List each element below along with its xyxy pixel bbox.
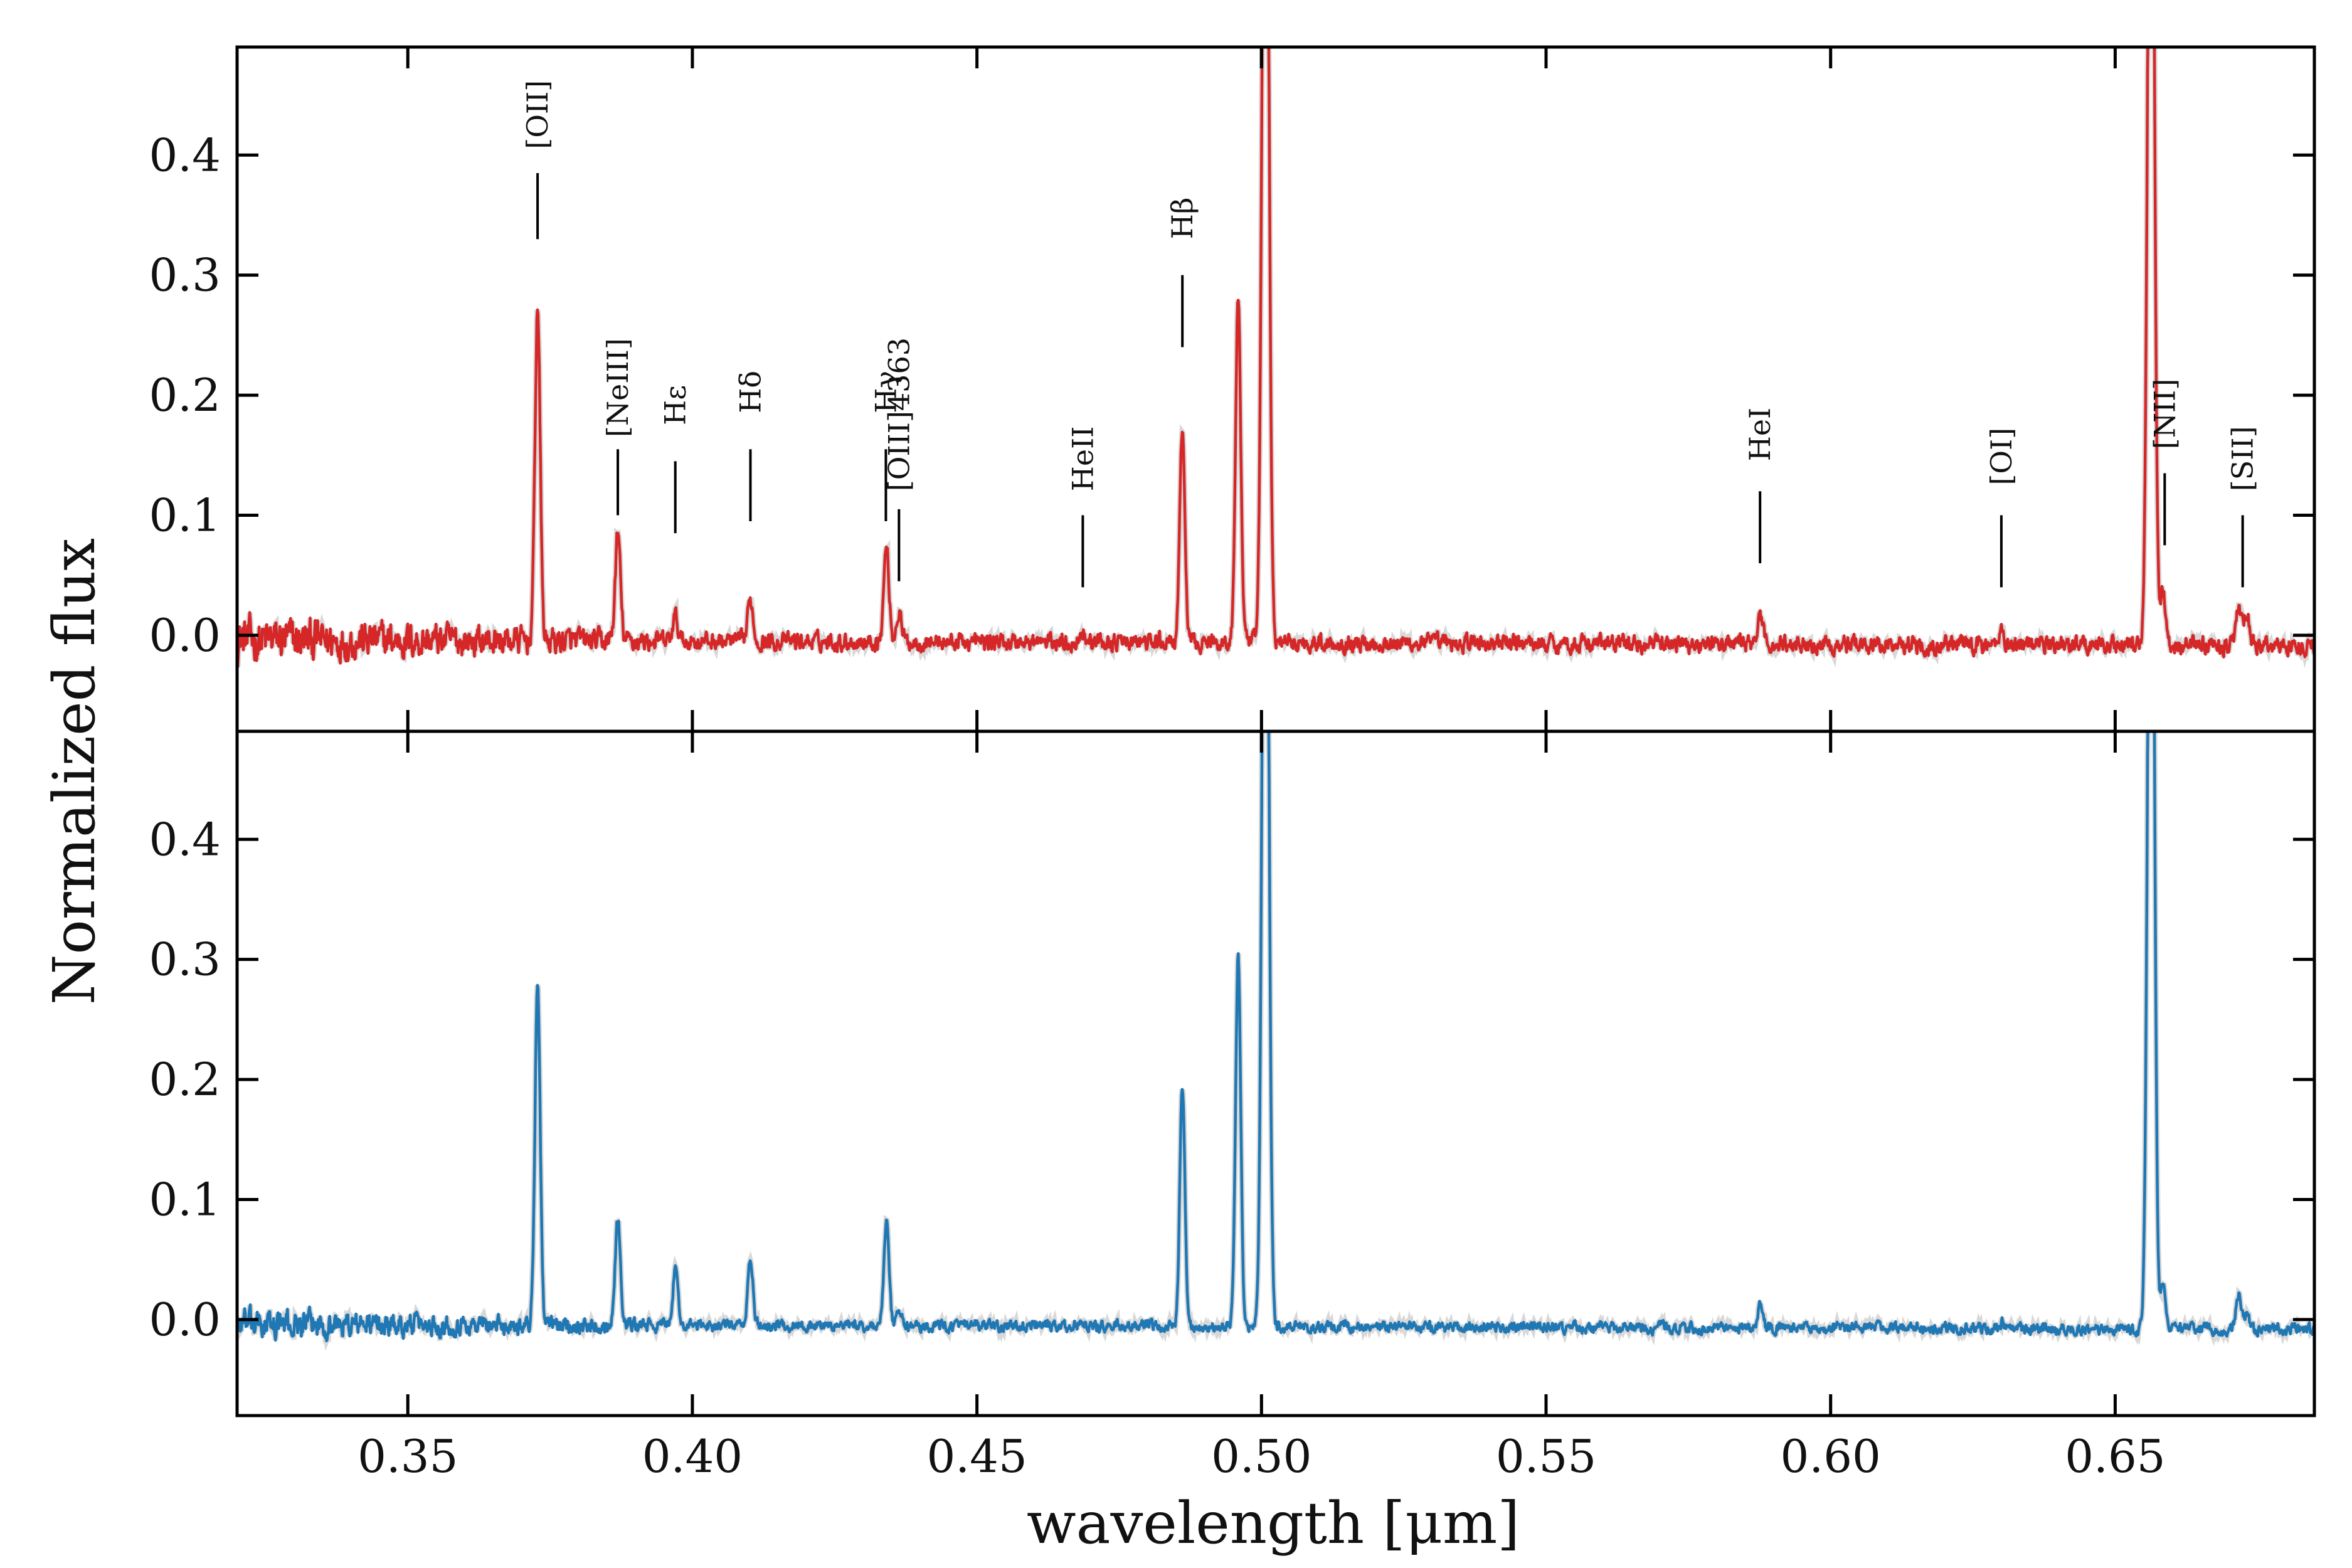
bottom-spectrum-line	[237, 731, 2314, 1343]
line-label: Hε	[659, 385, 692, 425]
line-label: [NII]	[2148, 379, 2181, 449]
top-panel-marks	[237, 47, 2314, 669]
y-axis-label: Normalized flux	[41, 538, 108, 1005]
bottom-panel: 0.0 0.1 0.2 0.3 0.4 0.35 0.40 0.45 0.50 0.55 0.60…	[149, 729, 2316, 1483]
y-tick-label: 0.0	[149, 1293, 221, 1346]
y-tick-label: 0.3	[149, 933, 221, 986]
x-tick-label: 0.40	[642, 1430, 743, 1483]
bottom-panel-x-axis: 0.35 0.40 0.45 0.50 0.55 0.60 0.65	[358, 731, 2166, 1483]
y-tick-label: 0.2	[149, 1053, 221, 1106]
y-tick-label: 0.4	[149, 813, 221, 866]
line-label: [NeIII]	[601, 338, 635, 437]
top-panel: [OII] [NeIII] Hε Hδ Hγ[OIII]4363 HeII Hβ HeI [OI…	[149, 45, 2316, 733]
y-tick-label: 0.0	[149, 609, 221, 662]
line-label: [OIII]4363	[882, 337, 916, 491]
x-tick-label: 0.60	[1781, 1430, 1881, 1483]
x-tick-label: 0.55	[1496, 1430, 1596, 1483]
top-panel-y-axis: 0.0 0.1 0.2 0.3 0.4	[149, 129, 2314, 662]
line-label: HeII	[1066, 426, 1099, 492]
y-tick-label: 0.4	[149, 129, 221, 181]
bottom-panel-frame	[235, 729, 2316, 1417]
line-label: [OI]	[1984, 428, 2018, 485]
x-tick-label: 0.65	[2065, 1430, 2165, 1483]
x-tick-label: 0.45	[926, 1430, 1027, 1483]
emission-line-annotations: [OII] [NeIII] Hε Hδ Hγ[OIII]4363 HeII Hβ HeI [OI…	[521, 80, 2260, 588]
y-tick-label: 0.1	[149, 1173, 221, 1226]
x-tick-label: 0.50	[1211, 1430, 1311, 1483]
line-label: [OII]	[521, 80, 554, 149]
line-label: Hδ	[734, 371, 768, 413]
bottom-panel-y-axis: 0.0 0.1 0.2 0.3 0.4	[149, 813, 2314, 1346]
y-tick-label: 0.2	[149, 369, 221, 421]
x-tick-label: 0.35	[358, 1430, 458, 1483]
y-tick-label: 0.1	[149, 489, 221, 541]
x-axis-label: wavelength [μm]	[1027, 1490, 1520, 1557]
line-label: Hβ	[1165, 197, 1199, 239]
line-label: HeI	[1743, 408, 1777, 462]
bottom-panel-marks	[237, 731, 2314, 1351]
y-tick-label: 0.3	[149, 249, 221, 302]
line-label: [SII]	[2226, 426, 2260, 491]
top-panel-x-ticks	[406, 47, 2117, 731]
top-spectrum-line	[237, 47, 2314, 669]
line-label: Hγ	[869, 371, 903, 413]
